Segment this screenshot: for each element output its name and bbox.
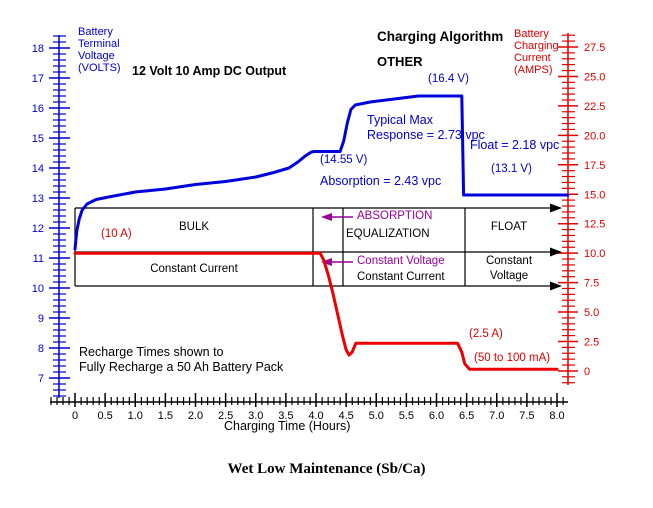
x-axis-tick-label: 7.0 (489, 410, 504, 422)
right-axis-title-line: (AMPS) (514, 64, 553, 76)
x-axis-tick-label: 6.5 (459, 410, 474, 422)
right-axis-tick-label: 0 (584, 366, 590, 378)
x-axis-tick-label: 7.5 (519, 410, 534, 422)
left-axis-tick-label: 17 (32, 73, 44, 85)
annotation-taper-current: (2.5 A) (469, 328, 503, 340)
right-arrow-icon (550, 281, 562, 291)
x-axis-tick-label: 0.5 (97, 410, 112, 422)
left-axis-title-line: Battery (78, 26, 113, 38)
phase-cell-absorption: ABSORPTION (357, 210, 433, 222)
chart-caption: Wet Low Maintenance (Sb/Ca) (227, 461, 426, 477)
right-axis-title-line: Current (514, 52, 551, 64)
left-axis-title-line: Voltage (78, 50, 115, 62)
phase-cell-constant-current-2: Constant Current (357, 271, 445, 283)
left-arrow-icon (321, 213, 332, 221)
left-axis-tick-label: 9 (38, 313, 44, 325)
recharge-note-line: Recharge Times shown to (79, 345, 224, 359)
x-axis-tick-label: 0 (72, 410, 78, 422)
left-axis-tick-label: 12 (32, 223, 44, 235)
left-axis-tick-label: 8 (38, 343, 44, 355)
left-axis-tick-label: 10 (32, 283, 44, 295)
left-axis-title: Battery Terminal Voltage (VOLTS) (78, 26, 121, 74)
right-axis-title-line: Battery (514, 28, 549, 40)
left-axis-title-line: (VOLTS) (78, 62, 121, 74)
phase-cell-float: FLOAT (490, 221, 528, 233)
annotation-typical-max-response: Typical Max Response = 2.73 vpc (367, 113, 485, 143)
left-arrow-icon (321, 258, 332, 266)
right-axis-tick-label: 7.5 (584, 278, 599, 290)
right-axis-tick-label: 12.5 (584, 219, 605, 231)
x-axis-tick-label: 1.0 (128, 410, 143, 422)
right-axis-title-line: Charging (514, 40, 559, 52)
annotation-line: Typical Max (367, 113, 433, 127)
phase-cell-line: Constant (485, 255, 533, 267)
x-axis-tick-label: 4.0 (308, 410, 323, 422)
x-axis-tick-label: 3.5 (278, 410, 293, 422)
left-axis-tick-label: 14 (32, 163, 44, 175)
annotation-float-vpc: Float = 2.18 vpc (470, 138, 560, 152)
right-axis-tick-label: 5.0 (584, 307, 599, 319)
recharge-note: Recharge Times shown to Fully Recharge a… (79, 345, 283, 374)
phase-cell-constant-voltage: Constant Voltage (357, 255, 445, 267)
right-arrow-icon (550, 247, 562, 257)
charging-algorithm-heading: Charging Algorithm (377, 29, 504, 44)
left-axis-tick-label: 11 (33, 253, 44, 265)
x-axis-tick-label: 1.5 (158, 410, 173, 422)
right-axis-tick-label: 15.0 (584, 189, 605, 201)
right-axis-tick-label: 17.5 (584, 160, 605, 172)
left-axis-tick-label: 7 (38, 373, 44, 385)
x-axis-tick-label: 2.5 (218, 410, 233, 422)
left-axis-tick-label: 18 (32, 43, 44, 55)
left-axis-tick-label: 16 (32, 103, 44, 115)
annotation-absorption-vpc: Absorption = 2.43 vpc (320, 174, 442, 188)
right-axis-tick-label: 10.0 (584, 248, 605, 260)
left-axis-title-line: Terminal (78, 38, 120, 50)
x-axis-tick-label: 8.0 (549, 410, 564, 422)
phase-cell-constant-voltage-2: Constant Voltage (465, 254, 553, 284)
right-axis-title: Battery Charging Current (AMPS) (514, 28, 559, 76)
right-arrow-icon (550, 203, 562, 213)
right-axis-tick-label: 25.0 (584, 71, 605, 83)
annotation-line: Response = 2.73 vpc (367, 128, 485, 142)
charging-algorithm-name: OTHER (377, 54, 423, 69)
left-axis-tick-label: 13 (32, 193, 44, 205)
voltage-curve (73, 94, 570, 251)
output-rating-label: 12 Volt 10 Amp DC Output (132, 64, 287, 78)
recharge-note-line: Fully Recharge a 50 Ah Battery Pack (79, 359, 284, 374)
phase-cell-constant-current: Constant Current (150, 263, 238, 275)
right-axis-tick-label: 2.5 (584, 337, 599, 349)
annotation-float-voltage: (13.1 V) (491, 163, 532, 175)
phase-cell-line: Voltage (489, 270, 529, 282)
phase-cell-bulk: BULK (178, 221, 210, 233)
x-axis-tick-label: 3.0 (248, 410, 263, 422)
left-axis-tick-label: 15 (32, 133, 44, 145)
x-axis-title: Charging Time (Hours) (224, 419, 351, 433)
annotation-absorption-voltage: (14.55 V) (320, 154, 368, 166)
x-axis-tick-label: 4.5 (338, 410, 353, 422)
x-axis-tick-label: 5.0 (369, 410, 384, 422)
phase-cell-equalization: EQUALIZATION (346, 228, 430, 240)
x-axis-tick-label: 5.5 (399, 410, 414, 422)
annotation-float-current: (50 to 100 mA) (474, 352, 551, 364)
right-axis-tick-label: 27.5 (584, 42, 605, 54)
annotation-bulk-current: (10 A) (101, 228, 132, 240)
annotation-peak-voltage: (16.4 V) (428, 73, 469, 85)
current-curve (73, 251, 559, 371)
right-axis-tick-label: 22.5 (584, 101, 605, 113)
x-axis-tick-label: 6.0 (429, 410, 444, 422)
right-axis-tick-label: 20.0 (584, 130, 605, 142)
x-axis-tick-label: 2.0 (188, 410, 203, 422)
